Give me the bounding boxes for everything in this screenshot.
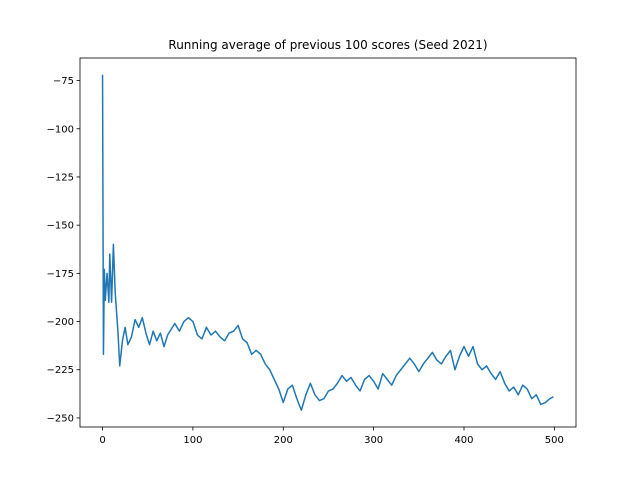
y-tick-label: −150: [47, 221, 74, 232]
x-tick-label: 300: [364, 435, 383, 446]
y-tick-label: −200: [47, 317, 74, 328]
plot-frame: [79, 57, 577, 428]
chart-title: Running average of previous 100 scores (…: [168, 38, 487, 52]
y-tick-label: −100: [47, 124, 74, 135]
x-tick-label: 0: [99, 435, 105, 446]
x-tick-label: 500: [545, 435, 564, 446]
x-tick-label: 400: [454, 435, 473, 446]
y-tick-label: −250: [47, 413, 74, 424]
x-tick-label: 100: [183, 435, 202, 446]
line: [101, 74, 554, 411]
y-tick-label: −75: [53, 76, 74, 87]
y-tick-label: −175: [47, 269, 74, 280]
y-tick-label: −125: [47, 172, 74, 183]
x-tick-label: 200: [274, 435, 293, 446]
y-tick-label: −225: [47, 365, 74, 376]
